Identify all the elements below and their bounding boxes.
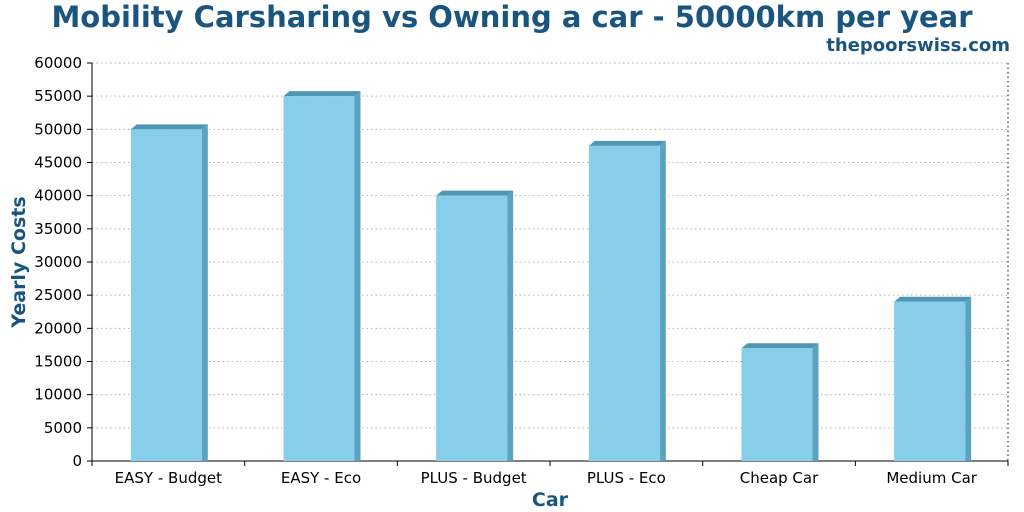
y-tick-label: 50000 bbox=[34, 120, 82, 138]
bar-top bbox=[741, 343, 819, 349]
y-tick-label: 55000 bbox=[34, 87, 82, 105]
y-tick-label: 35000 bbox=[34, 220, 82, 238]
x-tick-label: EASY - Eco bbox=[281, 469, 361, 487]
y-tick-label: 10000 bbox=[34, 386, 82, 404]
bar-plus-eco bbox=[588, 145, 660, 461]
bar-medium-car bbox=[894, 301, 966, 461]
chart-title: Mobility Carsharing vs Owning a car - 50… bbox=[51, 0, 973, 34]
bar-top bbox=[894, 296, 972, 302]
x-tick-label: PLUS - Eco bbox=[587, 469, 666, 487]
bar-side bbox=[201, 124, 208, 461]
bar-plus-budget bbox=[436, 195, 508, 461]
bar-cheap-car bbox=[741, 348, 813, 461]
bar-side bbox=[812, 343, 819, 461]
bar-side bbox=[965, 296, 972, 461]
bar-side bbox=[507, 190, 514, 461]
x-tick-label: Medium Car bbox=[886, 469, 977, 487]
bar-side bbox=[659, 140, 666, 461]
x-axis-title: Car bbox=[532, 489, 569, 511]
bar-top bbox=[436, 190, 514, 196]
x-tick-label: EASY - Budget bbox=[115, 469, 222, 487]
x-tick-label: PLUS - Budget bbox=[421, 469, 527, 487]
bar-easy-eco bbox=[283, 96, 355, 462]
y-tick-label: 20000 bbox=[34, 319, 82, 337]
y-tick-label: 15000 bbox=[34, 353, 82, 371]
bar-side bbox=[354, 91, 361, 462]
y-tick-label: 45000 bbox=[34, 154, 82, 172]
y-tick-label: 25000 bbox=[34, 286, 82, 304]
bar-top bbox=[588, 140, 666, 146]
bar-easy-budget bbox=[130, 129, 202, 462]
y-tick-label: 5000 bbox=[44, 419, 82, 437]
x-tick-label: Cheap Car bbox=[740, 469, 819, 487]
y-tick-label: 30000 bbox=[34, 253, 82, 271]
chart-subtitle: thepoorswiss.com bbox=[826, 35, 1010, 56]
bar-top bbox=[283, 91, 361, 97]
bar-top bbox=[130, 124, 208, 130]
y-tick-label: 60000 bbox=[34, 54, 82, 72]
y-axis-title: Yearly Costs bbox=[8, 196, 30, 328]
y-tick-label: 40000 bbox=[34, 187, 82, 205]
y-tick-label: 0 bbox=[72, 452, 82, 470]
